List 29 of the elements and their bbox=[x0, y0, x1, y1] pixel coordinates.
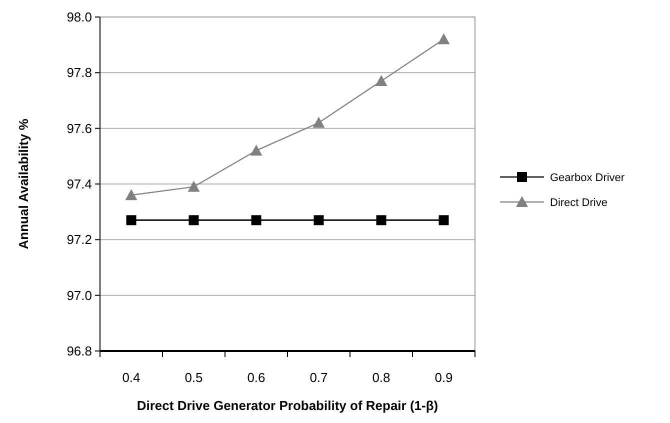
x-axis-title: Direct Drive Generator Probability of Repair (1-β) bbox=[136, 398, 438, 413]
point bbox=[188, 215, 199, 226]
x-tick-label: 0.7 bbox=[310, 370, 328, 385]
x-tick-label: 0.6 bbox=[247, 370, 266, 385]
point bbox=[314, 215, 324, 226]
y-tick-label: 96.8 bbox=[66, 344, 92, 359]
point bbox=[376, 215, 386, 226]
y-tick-label: 97.8 bbox=[66, 65, 92, 80]
y-tick-label: 98.0 bbox=[66, 10, 92, 25]
point bbox=[125, 189, 138, 200]
point bbox=[375, 75, 388, 86]
point bbox=[250, 144, 262, 156]
point bbox=[251, 215, 262, 226]
y-tick-label: 97.4 bbox=[66, 176, 92, 192]
x-tick-label: 0.9 bbox=[434, 370, 453, 385]
point bbox=[188, 180, 200, 192]
x-tick-label: 0.5 bbox=[184, 370, 203, 385]
x-tick-label: 0.4 bbox=[122, 370, 140, 385]
legend-label: Direct Drive bbox=[550, 196, 608, 209]
y-tick-label: 97.6 bbox=[66, 120, 92, 136]
y-tick-label: 97.2 bbox=[66, 232, 92, 248]
point bbox=[312, 116, 325, 128]
y-tick-label: 97.0 bbox=[66, 288, 92, 303]
legend-label: Gearbox Driver bbox=[550, 172, 625, 184]
x-tick-label: 0.8 bbox=[372, 370, 390, 385]
point bbox=[126, 215, 136, 226]
point bbox=[438, 215, 449, 226]
point bbox=[438, 33, 450, 44]
y-axis-title: Annual Availability % bbox=[16, 118, 31, 250]
